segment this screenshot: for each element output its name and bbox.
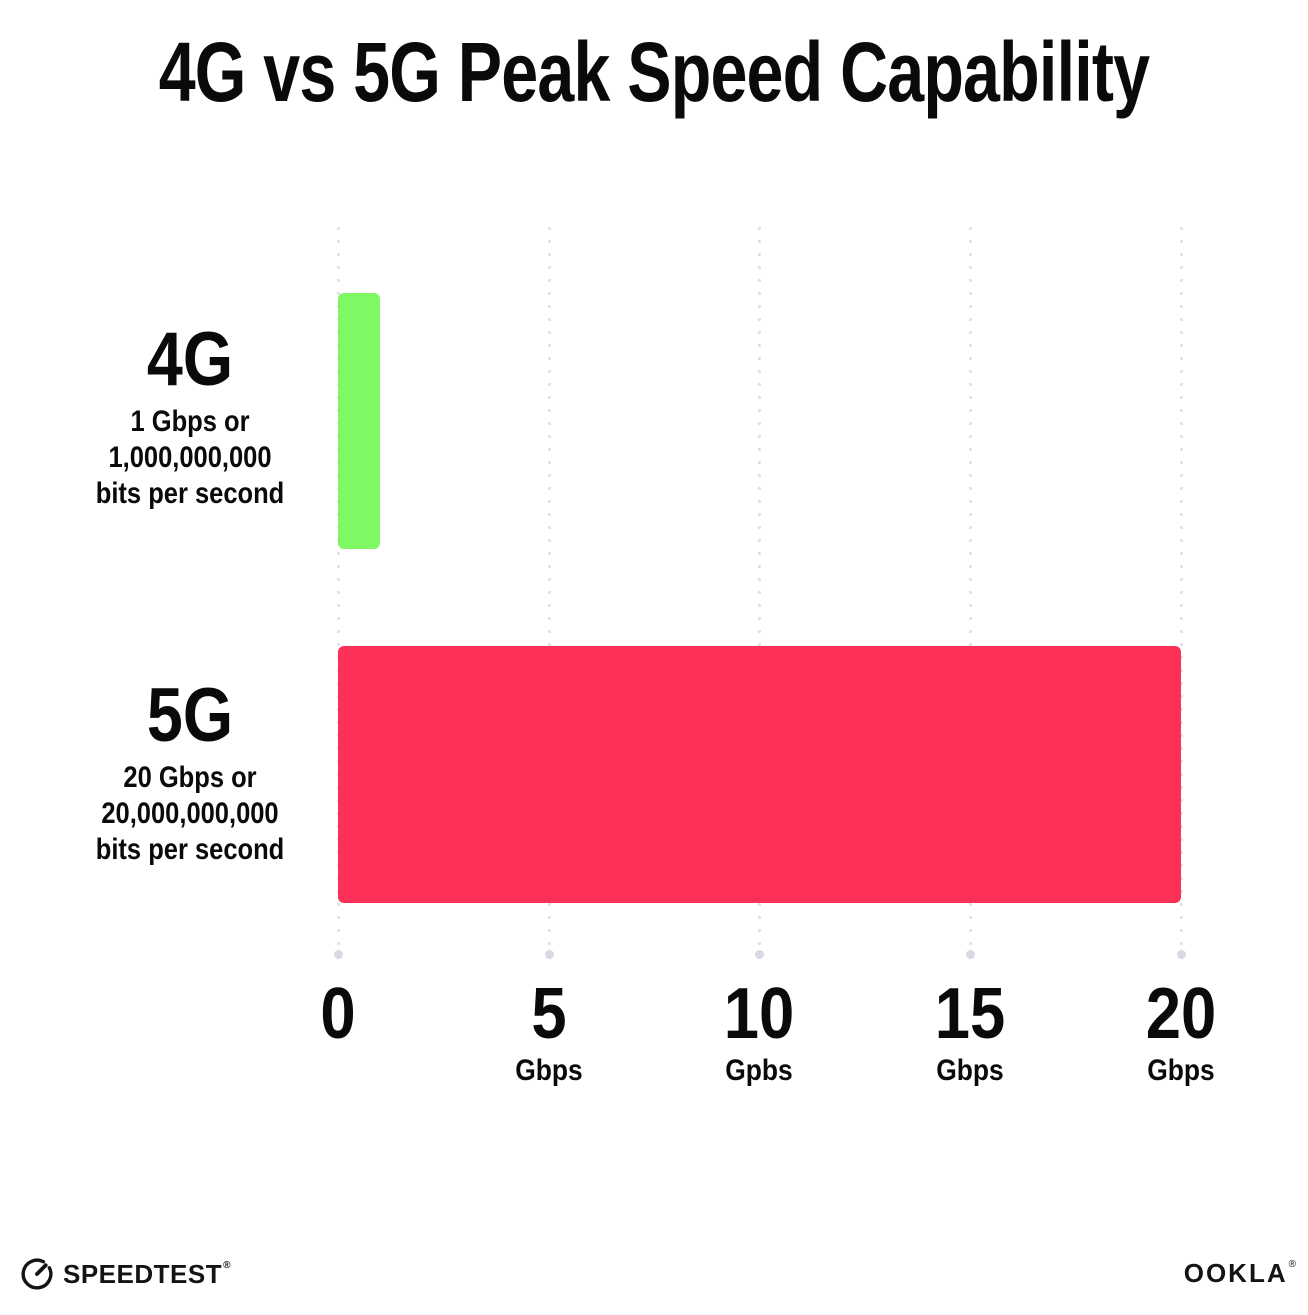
- x-tick-15: 15 Gbps: [882, 974, 1058, 1087]
- annotation-line: bits per second: [95, 477, 285, 510]
- annotation-line: 20,000,000,000: [101, 797, 279, 830]
- gridline-end-dot: [333, 950, 343, 959]
- x-tick-unit: Gbps: [936, 1054, 1004, 1087]
- category-block-4g: 4G 1 Gbps or 1,000,000,000 bits per seco…: [54, 320, 326, 512]
- gridline-10: [757, 222, 761, 948]
- gridline-0: [336, 222, 340, 948]
- x-tick-unit: Gbps: [1147, 1054, 1215, 1087]
- gridline-end-dot: [965, 950, 975, 959]
- x-tick-10: 10 Gpbs: [671, 974, 847, 1087]
- x-tick-number: 20: [1145, 974, 1217, 1054]
- bar-5g: [338, 646, 1181, 903]
- annotation-line: 20 Gbps or: [123, 761, 257, 794]
- bar-4g: [338, 293, 380, 549]
- x-tick-number: 10: [723, 974, 795, 1054]
- trademark-symbol: ®: [1288, 1259, 1296, 1270]
- x-tick-number: 0: [320, 974, 356, 1054]
- trademark-symbol: ®: [223, 1259, 231, 1271]
- x-tick-20: 20 Gbps: [1093, 974, 1269, 1087]
- x-tick-unit: Gbps: [515, 1054, 583, 1087]
- gridline-end-dot: [754, 950, 764, 959]
- gridline-15: [968, 222, 972, 948]
- gridline-end-dot: [544, 950, 554, 959]
- x-tick-number: 5: [531, 974, 567, 1054]
- x-tick-number: 15: [934, 974, 1006, 1054]
- x-tick-0: 0: [250, 974, 426, 1056]
- gridline-end-dot: [1176, 950, 1186, 959]
- x-tick-unit: Gpbs: [725, 1054, 793, 1087]
- ookla-wordmark: OOKLA: [1183, 1258, 1288, 1288]
- category-annotation-4g: 1 Gbps or 1,000,000,000 bits per second: [54, 404, 326, 512]
- annotation-line: 1,000,000,000: [108, 441, 272, 474]
- category-block-5g: 5G 20 Gbps or 20,000,000,000 bits per se…: [54, 676, 326, 868]
- category-label-5g: 5G: [146, 673, 234, 758]
- ookla-logo: OOKLA ®: [1184, 1258, 1296, 1289]
- gridline-5: [547, 222, 551, 948]
- annotation-line: 1 Gbps or: [130, 405, 250, 438]
- category-label-4g: 4G: [146, 317, 234, 402]
- speedtest-wordmark: SPEEDTEST: [63, 1258, 223, 1289]
- chart-title: 4G vs 5G Peak Speed Capability: [158, 25, 1150, 119]
- annotation-line: bits per second: [95, 833, 285, 866]
- gridline-20: [1179, 222, 1183, 948]
- x-tick-5: 5 Gbps: [461, 974, 637, 1087]
- category-annotation-5g: 20 Gbps or 20,000,000,000 bits per secon…: [54, 760, 326, 868]
- speedtest-logo: SPEEDTEST ®: [20, 1256, 231, 1292]
- speedtest-gauge-icon: [20, 1257, 54, 1291]
